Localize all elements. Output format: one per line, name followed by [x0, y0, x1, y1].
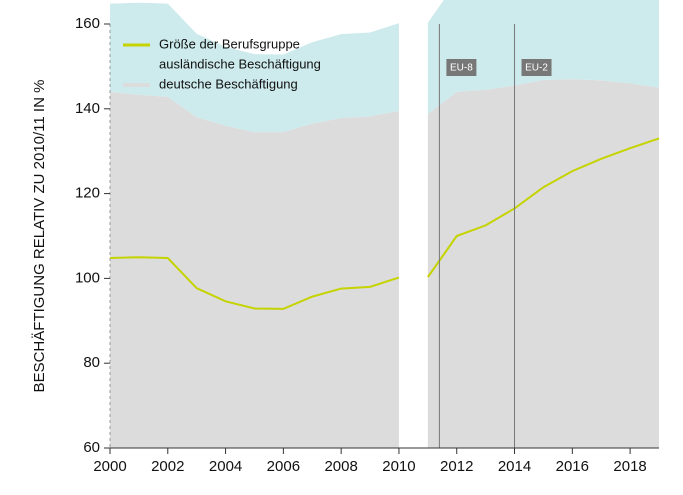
plot-areas — [110, 0, 659, 449]
area — [427, 79, 659, 449]
y-axis-label: BESCHÄFTIGUNG RELATIV ZU 2010/11 IN % — [31, 80, 48, 393]
annotation-label: EU-2 — [525, 63, 548, 74]
y-tick-label: 160 — [75, 15, 100, 32]
legend-label: Größe der Berufsgruppe — [159, 36, 300, 51]
area — [427, 0, 659, 114]
y-tick-label: 60 — [83, 439, 100, 456]
y-tick-label: 80 — [83, 354, 100, 371]
y-tick-label: 120 — [75, 185, 100, 202]
legend-label: ausländische Beschäftigung — [159, 56, 321, 71]
x-tick-label: 2008 — [324, 458, 357, 475]
y-tick-label: 100 — [75, 269, 100, 286]
x-tick-label: 2004 — [209, 458, 242, 475]
x-tick-label: 2006 — [267, 458, 300, 475]
annotation-box — [521, 59, 552, 76]
line — [427, 137, 660, 278]
area — [110, 2, 399, 133]
annotation-label: EU-8 — [450, 63, 473, 74]
area — [110, 91, 399, 448]
x-tick-label: 2018 — [613, 458, 646, 475]
x-tick-label: 2010 — [382, 458, 415, 475]
y-tick-label: 140 — [75, 100, 100, 117]
x-tick-label: 2000 — [93, 458, 126, 475]
annotation-box — [446, 59, 477, 76]
x-tick-label: 2002 — [151, 458, 184, 475]
x-tick-label: 2012 — [440, 458, 473, 475]
line — [109, 256, 400, 310]
legend-label: deutsche Beschäftigung — [159, 76, 298, 91]
x-tick-label: 2014 — [498, 458, 531, 475]
x-tick-label: 2016 — [556, 458, 589, 475]
